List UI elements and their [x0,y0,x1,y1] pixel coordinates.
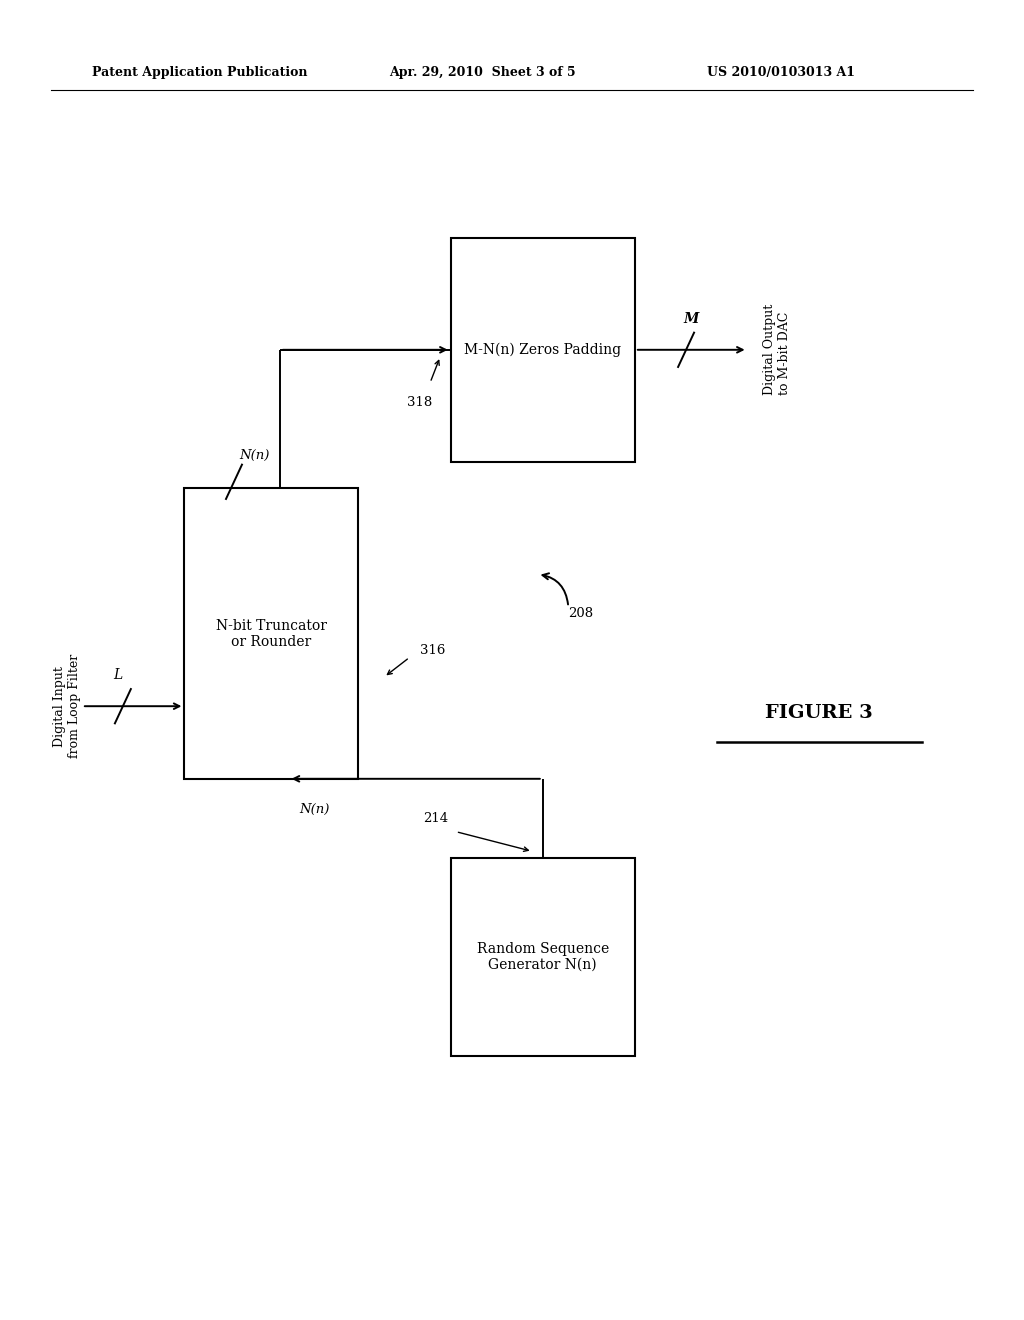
Text: 316: 316 [420,644,445,657]
Text: N(n): N(n) [240,449,269,462]
Text: Digital Output
to M-bit DAC: Digital Output to M-bit DAC [763,304,791,396]
Text: M: M [683,312,699,326]
Text: 214: 214 [423,812,447,825]
Text: 318: 318 [408,396,432,409]
Text: FIGURE 3: FIGURE 3 [765,704,873,722]
Text: M-N(n) Zeros Padding: M-N(n) Zeros Padding [464,343,622,356]
Text: Random Sequence
Generator N(n): Random Sequence Generator N(n) [476,942,609,972]
Bar [184,488,358,779]
Bar [451,858,635,1056]
Text: Digital Input
from Loop Filter: Digital Input from Loop Filter [52,655,81,758]
Text: N(n): N(n) [299,803,330,816]
Text: L: L [113,668,123,682]
Text: 208: 208 [568,607,594,620]
Text: Apr. 29, 2010  Sheet 3 of 5: Apr. 29, 2010 Sheet 3 of 5 [389,66,575,79]
Text: Patent Application Publication: Patent Application Publication [92,66,307,79]
Text: US 2010/0103013 A1: US 2010/0103013 A1 [707,66,855,79]
Text: N-bit Truncator
or Rounder: N-bit Truncator or Rounder [216,619,327,648]
Bar [451,238,635,462]
